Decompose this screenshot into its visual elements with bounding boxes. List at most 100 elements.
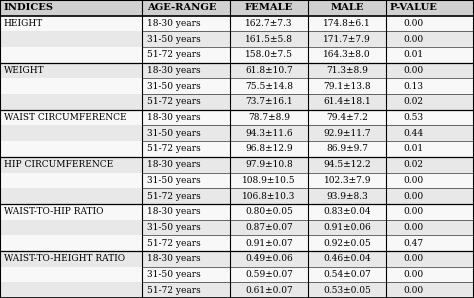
Text: 0.80±0.05: 0.80±0.05 — [245, 207, 293, 216]
Bar — [0, 282, 474, 298]
Text: 0.61±0.07: 0.61±0.07 — [245, 286, 293, 295]
Bar — [0, 94, 474, 110]
Text: 71.3±8.9: 71.3±8.9 — [326, 66, 368, 75]
Text: 51-72 years: 51-72 years — [147, 97, 201, 106]
Text: AGE-RANGE: AGE-RANGE — [147, 3, 217, 12]
Text: 31-50 years: 31-50 years — [147, 129, 201, 138]
Text: 0.53±0.05: 0.53±0.05 — [323, 286, 371, 295]
Text: 0.87±0.07: 0.87±0.07 — [245, 223, 293, 232]
Text: 0.02: 0.02 — [403, 160, 424, 169]
Text: 0.59±0.07: 0.59±0.07 — [245, 270, 293, 279]
Bar — [0, 0, 474, 16]
Bar — [0, 63, 474, 78]
Text: 31-50 years: 31-50 years — [147, 176, 201, 185]
Text: 0.54±0.07: 0.54±0.07 — [323, 270, 371, 279]
Text: 158.0±7.5: 158.0±7.5 — [245, 50, 293, 59]
Text: 162.7±7.3: 162.7±7.3 — [245, 19, 293, 28]
Bar — [0, 125, 474, 141]
Bar — [0, 173, 474, 188]
Text: INDICES: INDICES — [4, 3, 54, 12]
Text: 18-30 years: 18-30 years — [147, 113, 201, 122]
Bar — [0, 78, 474, 94]
Text: 102.3±7.9: 102.3±7.9 — [323, 176, 371, 185]
Text: HEIGHT: HEIGHT — [4, 19, 43, 28]
Bar — [0, 235, 474, 251]
Text: 0.00: 0.00 — [403, 254, 424, 263]
Text: 79.4±7.2: 79.4±7.2 — [326, 113, 368, 122]
Text: 18-30 years: 18-30 years — [147, 207, 201, 216]
Bar — [0, 204, 474, 220]
Text: WEIGHT: WEIGHT — [4, 66, 45, 75]
Text: 0.00: 0.00 — [403, 19, 424, 28]
Text: 0.92±0.05: 0.92±0.05 — [323, 239, 371, 248]
Text: 0.00: 0.00 — [403, 207, 424, 216]
Bar — [0, 16, 474, 31]
Text: WAIST CIRCUMFERENCE: WAIST CIRCUMFERENCE — [4, 113, 127, 122]
Text: 161.5±5.8: 161.5±5.8 — [245, 35, 293, 44]
Text: 0.00: 0.00 — [403, 286, 424, 295]
Text: 0.13: 0.13 — [403, 82, 424, 91]
Text: 18-30 years: 18-30 years — [147, 160, 201, 169]
Text: P-VALUE: P-VALUE — [390, 3, 438, 12]
Text: 0.02: 0.02 — [403, 97, 424, 106]
Text: 0.00: 0.00 — [403, 176, 424, 185]
Bar — [0, 31, 474, 47]
Text: WAIST-TO-HIP RATIO: WAIST-TO-HIP RATIO — [4, 207, 103, 216]
Bar — [0, 110, 474, 125]
Text: 0.00: 0.00 — [403, 35, 424, 44]
Text: 51-72 years: 51-72 years — [147, 239, 201, 248]
Text: 0.47: 0.47 — [403, 239, 424, 248]
Text: 94.3±11.6: 94.3±11.6 — [245, 129, 293, 138]
Text: 0.01: 0.01 — [403, 50, 424, 59]
Text: 164.3±8.0: 164.3±8.0 — [323, 50, 371, 59]
Text: 31-50 years: 31-50 years — [147, 35, 201, 44]
Text: 18-30 years: 18-30 years — [147, 254, 201, 263]
Text: HIP CIRCUMFERENCE: HIP CIRCUMFERENCE — [4, 160, 113, 169]
Text: 94.5±12.2: 94.5±12.2 — [323, 160, 371, 169]
Text: 51-72 years: 51-72 years — [147, 50, 201, 59]
Text: 0.53: 0.53 — [403, 113, 424, 122]
Text: 73.7±16.1: 73.7±16.1 — [245, 97, 293, 106]
Bar — [0, 141, 474, 157]
Text: 18-30 years: 18-30 years — [147, 19, 201, 28]
Text: 31-50 years: 31-50 years — [147, 82, 201, 91]
Text: 18-30 years: 18-30 years — [147, 66, 201, 75]
Text: 0.00: 0.00 — [403, 223, 424, 232]
Bar — [0, 157, 474, 173]
Text: 51-72 years: 51-72 years — [147, 192, 201, 201]
Text: 92.9±11.7: 92.9±11.7 — [323, 129, 371, 138]
Bar — [0, 267, 474, 282]
Text: WAIST-TO-HEIGHT RATIO: WAIST-TO-HEIGHT RATIO — [4, 254, 125, 263]
Text: 108.9±10.5: 108.9±10.5 — [242, 176, 296, 185]
Text: 78.7±8.9: 78.7±8.9 — [248, 113, 290, 122]
Text: 0.91±0.06: 0.91±0.06 — [323, 223, 371, 232]
Text: 0.49±0.06: 0.49±0.06 — [245, 254, 293, 263]
Bar — [0, 251, 474, 267]
Text: 51-72 years: 51-72 years — [147, 145, 201, 153]
Text: MALE: MALE — [330, 3, 364, 12]
Text: 106.8±10.3: 106.8±10.3 — [242, 192, 296, 201]
Bar — [0, 188, 474, 204]
Text: 97.9±10.8: 97.9±10.8 — [245, 160, 293, 169]
Text: 75.5±14.8: 75.5±14.8 — [245, 82, 293, 91]
Text: 171.7±7.9: 171.7±7.9 — [323, 35, 371, 44]
Text: 0.44: 0.44 — [403, 129, 424, 138]
Text: 93.9±8.3: 93.9±8.3 — [326, 192, 368, 201]
Bar — [0, 220, 474, 235]
Text: 86.9±9.7: 86.9±9.7 — [326, 145, 368, 153]
Text: 0.00: 0.00 — [403, 192, 424, 201]
Text: 0.91±0.07: 0.91±0.07 — [245, 239, 293, 248]
Text: 0.00: 0.00 — [403, 270, 424, 279]
Text: FEMALE: FEMALE — [245, 3, 293, 12]
Text: 0.83±0.04: 0.83±0.04 — [323, 207, 371, 216]
Text: 51-72 years: 51-72 years — [147, 286, 201, 295]
Text: 61.4±18.1: 61.4±18.1 — [323, 97, 371, 106]
Text: 0.46±0.04: 0.46±0.04 — [323, 254, 371, 263]
Text: 31-50 years: 31-50 years — [147, 223, 201, 232]
Text: 31-50 years: 31-50 years — [147, 270, 201, 279]
Text: 0.00: 0.00 — [403, 66, 424, 75]
Text: 61.8±10.7: 61.8±10.7 — [245, 66, 293, 75]
Text: 96.8±12.9: 96.8±12.9 — [245, 145, 293, 153]
Text: 79.1±13.8: 79.1±13.8 — [323, 82, 371, 91]
Text: 174.8±6.1: 174.8±6.1 — [323, 19, 371, 28]
